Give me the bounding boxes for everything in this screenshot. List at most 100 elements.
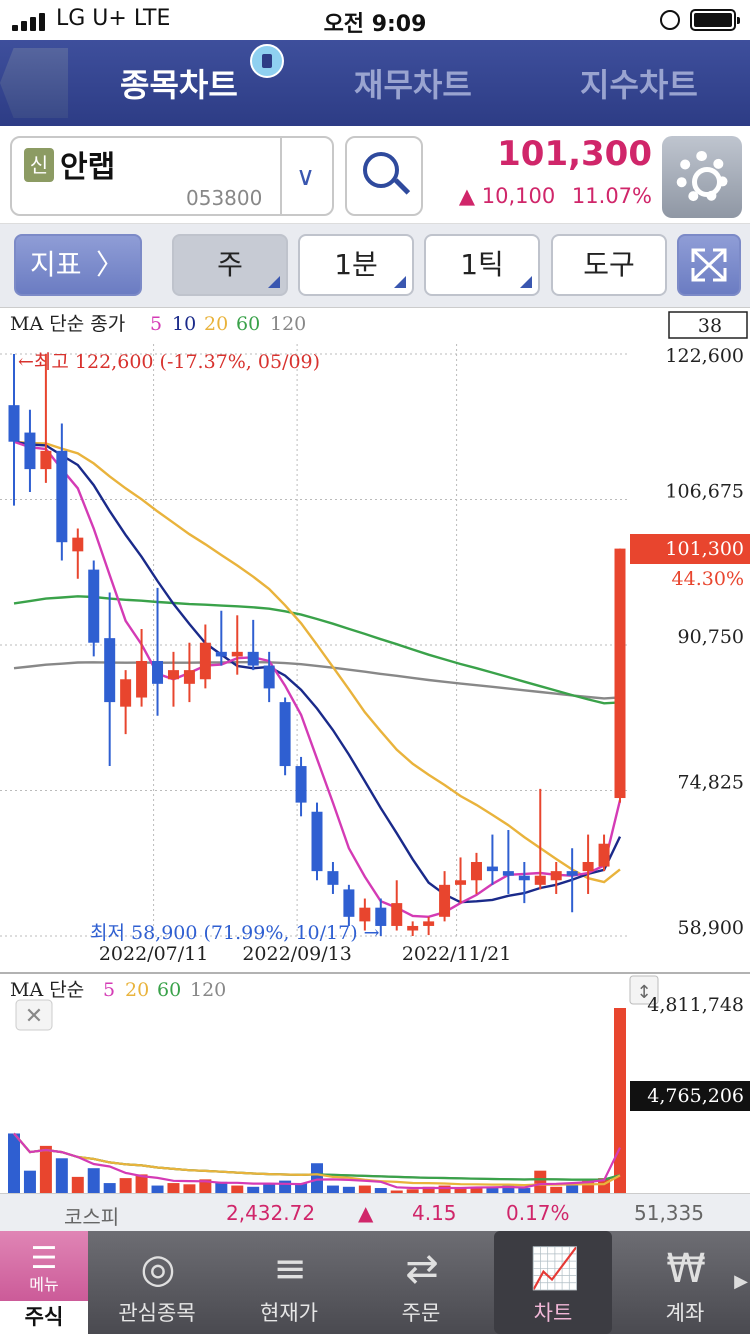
x-axis-labels: 2022/07/11 2022/09/13 2022/11/21 — [99, 943, 512, 965]
kospi-ticker[interactable]: 코스피 2,432.72 ▲ 4.15 0.17% 51,335 — [0, 1193, 750, 1231]
candle-body — [40, 450, 52, 470]
volume-bar — [502, 1185, 515, 1193]
x-tick-label: 2022/07/11 — [99, 943, 209, 965]
volume-bar — [151, 1185, 164, 1193]
candle-body — [56, 450, 68, 543]
tab-financial-chart[interactable]: 재무차트 — [354, 66, 472, 104]
nav-current-price[interactable]: ≡ 현재가 — [260, 1246, 318, 1325]
candle-body — [183, 670, 195, 684]
indicator-button[interactable]: 지표 〉 — [14, 234, 142, 296]
volume-bar — [566, 1184, 579, 1193]
candle-body — [534, 875, 546, 885]
volume-bar — [454, 1188, 467, 1193]
volume-bar — [263, 1184, 276, 1193]
menu-sublabel: 메뉴 — [29, 1275, 59, 1294]
nav-watchlist[interactable]: ◎ 관심종목 — [118, 1246, 196, 1325]
volume-bar — [470, 1188, 483, 1193]
tab-index-chart[interactable]: 지수차트 — [580, 66, 698, 104]
candle-body — [215, 651, 227, 657]
current-price-tag — [630, 534, 750, 564]
settings-button[interactable] — [662, 136, 742, 218]
tab-stock-chart[interactable]: 종목차트 — [120, 66, 238, 104]
period-week-button[interactable]: 주 — [172, 234, 288, 296]
volume-bar — [406, 1189, 419, 1193]
search-button[interactable] — [345, 136, 423, 216]
candle-body — [279, 702, 291, 767]
candle-body — [343, 889, 355, 917]
volume-bar — [167, 1183, 180, 1193]
close-indicator-button[interactable] — [15, 999, 53, 1031]
volume-bar — [8, 1133, 20, 1193]
volume-bar — [358, 1185, 371, 1193]
stock-chart[interactable]: MA 단순 종가 5 10 20 60 120 38 122,600 106,67… — [0, 308, 750, 1193]
tools-button[interactable]: 도구 — [551, 234, 667, 296]
volume-bar — [295, 1183, 308, 1193]
volume-bar — [55, 1158, 68, 1193]
candle-body — [327, 871, 339, 885]
candle-count-box — [668, 311, 748, 339]
current-price: 101,300 — [497, 134, 652, 174]
volume-bar — [87, 1168, 100, 1193]
volume-ma-60: 60 — [157, 979, 181, 1001]
ma-legend-10: 10 — [172, 313, 196, 335]
chart-grid — [0, 344, 630, 937]
status-bar: LG U+ LTE 오전 9:09 — [0, 0, 750, 40]
nav-menu-stocks[interactable]: ☰ 메뉴 주식 — [0, 1231, 88, 1334]
current-pct-label: 44.30% — [672, 568, 744, 590]
period-minute-button[interactable]: 1분 — [298, 234, 414, 296]
ma-legend-label: MA 단순 종가 — [10, 313, 125, 335]
candle-body — [72, 537, 84, 552]
resize-panel-button[interactable] — [629, 975, 659, 1005]
volume-bar — [135, 1174, 148, 1193]
volume-bar — [71, 1176, 84, 1193]
volume-ma-line-20 — [13, 1132, 621, 1187]
stock-selector[interactable]: 신 안랩 053800 ∨ — [10, 136, 334, 216]
chart-canvas[interactable]: MA 단순 종가 5 10 20 60 120 38 122,600 106,67… — [0, 308, 750, 1193]
candle-body — [566, 871, 578, 876]
volume-bar — [183, 1184, 196, 1193]
volume-bar — [23, 1170, 36, 1193]
candle-body — [231, 651, 243, 657]
price-change: ▲ 10,100 11.07% — [458, 184, 652, 208]
volume-ma-lines — [13, 1132, 621, 1190]
volume-bar — [550, 1186, 563, 1193]
volume-bar — [342, 1186, 355, 1193]
volume-bar — [326, 1185, 339, 1193]
ma-legend-20: 20 — [204, 313, 228, 335]
volume-ma-20: 20 — [125, 979, 149, 1001]
chart-tab-bar: 종목차트 재무차트 지수차트 — [0, 40, 750, 126]
volume-ma-5: 5 — [103, 979, 115, 1001]
signal-icon — [12, 12, 48, 31]
candle-body — [24, 432, 36, 470]
y-tick-label: 58,900 — [678, 917, 744, 939]
back-button[interactable] — [0, 48, 68, 118]
volume-bar — [215, 1181, 228, 1193]
bottom-navigation: ☰ 메뉴 주식 ◎ 관심종목 ≡ 현재가 ⇄ 주문 📈 차트 ₩ 계좌 ▶ — [0, 1231, 750, 1334]
volume-ma-label: MA 단순 — [10, 979, 84, 1001]
candle-body — [199, 642, 211, 680]
won-icon: ₩ — [666, 1246, 706, 1292]
volume-bar — [311, 1163, 323, 1193]
nav-stocks-label: 주식 — [0, 1301, 88, 1334]
volume-current-tag — [630, 1081, 750, 1111]
volume-bar — [614, 1008, 626, 1193]
candle-body — [502, 871, 514, 876]
nav-account[interactable]: ₩ 계좌 ▶ — [626, 1231, 748, 1334]
volume-ma-line-5 — [13, 1132, 621, 1190]
search-icon — [363, 152, 399, 188]
volume-bar — [199, 1179, 212, 1193]
candle-body — [136, 660, 148, 698]
stock-dropdown-button[interactable]: ∨ — [280, 138, 334, 214]
candle-body — [486, 866, 498, 872]
chart-toolbar: 지표 〉 주 1분 1틱 도구 — [0, 224, 750, 308]
candle-body — [104, 638, 116, 703]
nav-order[interactable]: ⇄ 주문 — [362, 1231, 480, 1334]
stock-name: 안랩 — [60, 150, 116, 185]
chevron-down-icon: ∨ — [296, 162, 316, 192]
nav-chart[interactable]: 📈 차트 — [494, 1231, 612, 1334]
period-tick-button[interactable]: 1틱 — [424, 234, 540, 296]
candle-body — [247, 651, 259, 666]
kospi-change-pct: 0.17% — [506, 1201, 570, 1225]
expand-button[interactable] — [677, 234, 741, 296]
y-tick-label: 74,825 — [678, 772, 744, 794]
